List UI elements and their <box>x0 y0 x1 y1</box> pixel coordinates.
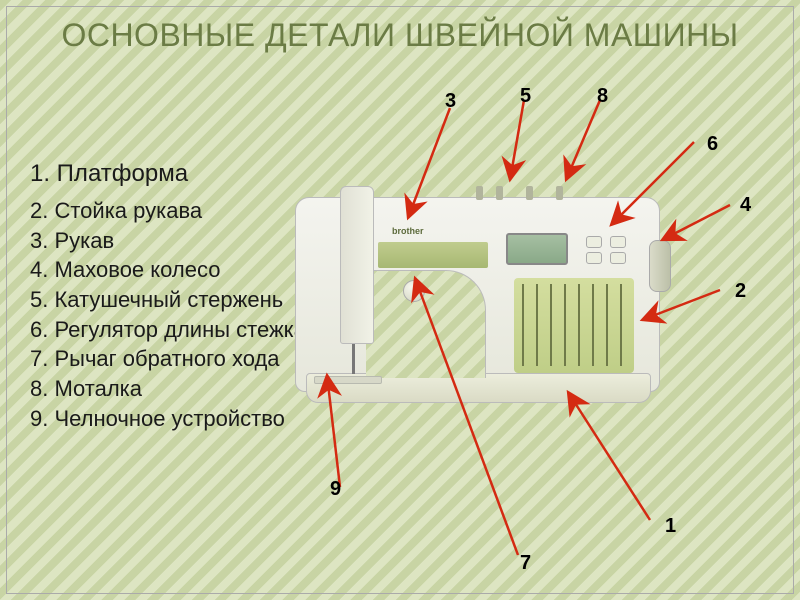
stitch-col <box>550 284 552 366</box>
legend-list: 1. Платформа 2. Стойка рукава 3. Рукав 4… <box>30 160 306 434</box>
panel-button-icon <box>610 252 626 264</box>
legend-item-2: 2. Стойка рукава <box>30 196 306 226</box>
spool-peg-icon <box>476 186 483 200</box>
callout-number-4: 4 <box>740 194 751 217</box>
stitch-col <box>536 284 538 366</box>
stitch-panel <box>514 278 634 373</box>
legend-item-9: 9. Челночное устройство <box>30 404 306 434</box>
stitch-col <box>606 284 608 366</box>
machine-body: brother <box>295 197 660 392</box>
panel-button-icon <box>610 236 626 248</box>
needle-shaft <box>352 344 355 374</box>
needle-column <box>340 186 374 344</box>
panel-button-icon <box>586 252 602 264</box>
callout-number-1: 1 <box>665 515 676 538</box>
callout-number-2: 2 <box>735 280 746 303</box>
panel-button-icon <box>586 236 602 248</box>
legend-item-4: 4. Маховое колесо <box>30 255 306 285</box>
stitch-col <box>522 284 524 366</box>
callout-number-6: 6 <box>707 133 718 156</box>
stitch-col <box>592 284 594 366</box>
brand-label: brother <box>392 226 424 236</box>
callout-number-3: 3 <box>445 90 456 113</box>
reverse-lever-icon <box>403 280 425 302</box>
legend-item-7: 7. Рычаг обратного хода <box>30 344 306 374</box>
stitch-col <box>564 284 566 366</box>
legend-item-6: 6. Регулятор длины стежка <box>30 315 306 345</box>
callout-number-8: 8 <box>597 85 608 108</box>
machine-throat-cutout <box>366 270 486 378</box>
winder-peg-icon <box>556 186 563 200</box>
stitch-col <box>620 284 622 366</box>
stitch-col <box>578 284 580 366</box>
spool-peg-icon <box>526 186 533 200</box>
lcd-screen-icon <box>506 233 568 265</box>
callout-number-5: 5 <box>520 85 531 108</box>
handwheel-icon <box>649 240 671 292</box>
legend-item-8: 8. Моталка <box>30 374 306 404</box>
needle-plate <box>314 376 382 384</box>
spool-peg-icon <box>496 186 503 200</box>
legend-item-1: 1. Платформа <box>30 160 306 188</box>
sewing-machine-illustration: brother <box>295 175 660 405</box>
callout-number-9: 9 <box>330 478 341 501</box>
legend-item-5: 5. Катушечный стержень <box>30 285 306 315</box>
legend-item-3: 3. Рукав <box>30 226 306 256</box>
arm-stripe <box>378 242 488 268</box>
callout-number-7: 7 <box>520 552 531 575</box>
